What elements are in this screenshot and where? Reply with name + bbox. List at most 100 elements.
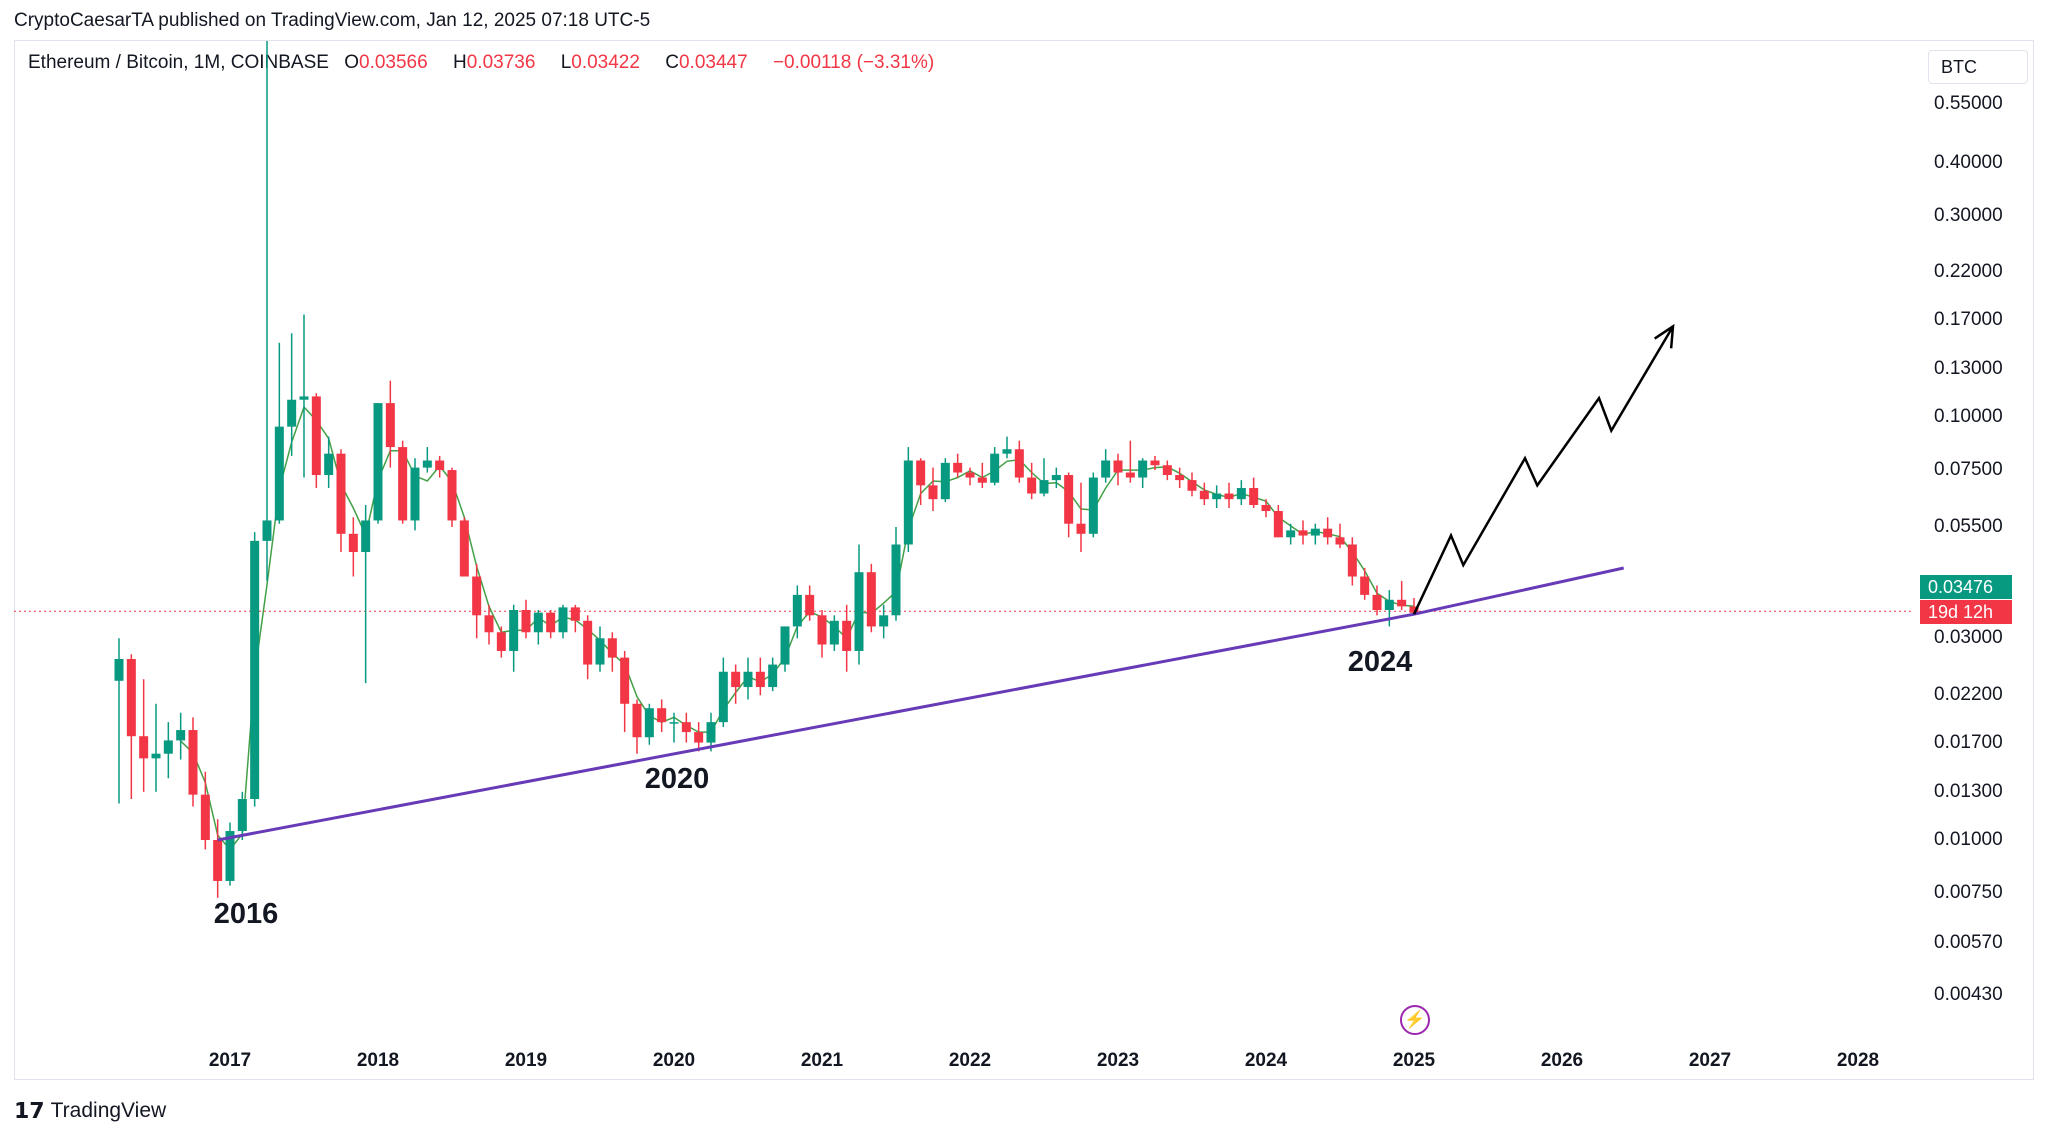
candle-body: [385, 403, 395, 448]
candle-body: [718, 671, 728, 723]
candle-body: [1051, 475, 1061, 481]
candle-body: [805, 594, 815, 616]
candle-body: [829, 620, 839, 645]
price-tick-label: 0.30000: [1934, 204, 2003, 226]
price-tick-label: 0.05500: [1934, 516, 2003, 537]
candle-body: [1138, 460, 1148, 478]
candle-body: [459, 520, 469, 577]
candle-body: [496, 632, 506, 651]
currency-button[interactable]: BTC: [1928, 50, 2028, 84]
tradingview-footer[interactable]: 𝟭𝟳 TradingView: [14, 1098, 166, 1124]
candle-body: [447, 470, 457, 521]
candle-body: [916, 460, 926, 486]
candle-body: [928, 485, 938, 500]
symbol-legend: Ethereum / Bitcoin, 1M, COINBASE O0.0356…: [28, 52, 944, 74]
price-tick-label: 0.17000: [1934, 308, 2003, 330]
candle-body: [348, 533, 358, 552]
time-tick-label: 2017: [208, 1050, 252, 1071]
candle-body: [866, 572, 876, 627]
candle-body: [1162, 465, 1172, 476]
price-tick-label: 0.55000: [1934, 93, 2003, 115]
price-tick-label: 0.13000: [1934, 358, 2003, 380]
time-tick-label: 2019: [504, 1050, 548, 1071]
candle-body: [1224, 493, 1234, 500]
lightning-event-icon[interactable]: ⚡: [1400, 1005, 1430, 1035]
candle-body: [1027, 477, 1037, 494]
candle-body: [139, 736, 149, 759]
time-tick-label: 2022: [948, 1050, 992, 1071]
symbol-title[interactable]: Ethereum / Bitcoin, 1M, COINBASE: [28, 52, 329, 73]
time-tick-label: 2024: [1244, 1050, 1288, 1071]
candle-body: [990, 453, 1000, 483]
candle-body: [1014, 449, 1024, 478]
candle-body: [126, 658, 136, 737]
candle-body: [1175, 475, 1185, 481]
candle-body: [373, 403, 383, 521]
candle-body: [1249, 488, 1259, 506]
candle-body: [694, 732, 704, 743]
candle-body: [398, 447, 408, 521]
candle-body: [903, 460, 913, 545]
projection-arrowhead: [1653, 323, 1675, 349]
candle-body: [706, 722, 716, 743]
candle-body: [299, 396, 309, 400]
candle-body: [1076, 523, 1086, 534]
low-value: 0.03422: [571, 52, 640, 73]
candle-body: [509, 609, 519, 651]
candle-body: [188, 730, 198, 795]
candle-body: [1273, 511, 1283, 538]
candle-body: [632, 703, 642, 738]
candle-body: [1397, 599, 1407, 607]
candle-body: [1199, 490, 1209, 500]
candle-body: [361, 520, 371, 552]
high-value: 0.03736: [466, 52, 536, 73]
candle-body: [558, 607, 568, 633]
candle-body: [953, 462, 963, 473]
brand-label: TradingView: [50, 1099, 167, 1122]
candle-body: [311, 396, 321, 476]
candle-body: [521, 609, 531, 633]
time-tick-label: 2021: [800, 1050, 844, 1071]
candle-body: [607, 638, 617, 658]
annotation-2016: 2016: [213, 898, 279, 930]
candle-body: [1113, 460, 1123, 473]
candle-body: [768, 664, 778, 688]
plot-area: [14, 41, 1914, 898]
time-tick-label: 2020: [652, 1050, 696, 1071]
candle-body: [435, 460, 445, 471]
chart-frame[interactable]: [14, 40, 2034, 1080]
candle-body: [583, 620, 593, 665]
price-tick-label: 0.02200: [1934, 684, 2003, 706]
time-tick-label: 2025: [1392, 1050, 1436, 1071]
candle-body: [1125, 472, 1135, 478]
candle-body: [324, 453, 334, 476]
candle-body: [879, 615, 889, 627]
candle-body: [1347, 544, 1357, 577]
publisher-line: CryptoCaesarTA published on TradingView.…: [14, 10, 651, 31]
candle-body: [225, 831, 235, 881]
candle-body: [1360, 576, 1370, 595]
price-tick-label: 0.40000: [1934, 151, 2003, 173]
projection-path: [1412, 325, 1675, 615]
time-tick-label: 2023: [1096, 1050, 1140, 1071]
candle-body: [163, 740, 173, 754]
last-price-label: 0.03476: [1920, 575, 2012, 600]
candle-body: [681, 722, 691, 733]
countdown-label: 19d 12h: [1920, 600, 2012, 625]
candle-body: [644, 708, 654, 738]
candle-body: [1323, 528, 1333, 538]
price-tick-label: 0.00750: [1934, 881, 2003, 903]
candle-body: [1298, 530, 1308, 536]
candle-body: [200, 794, 210, 840]
annotation-2020: 2020: [644, 763, 710, 795]
candle-body: [484, 615, 494, 633]
candle-body: [114, 658, 124, 681]
candle-body: [842, 620, 852, 651]
low-label: L: [560, 52, 572, 73]
candle-body: [287, 399, 297, 427]
candle-body: [1064, 475, 1074, 524]
candle-body: [1039, 480, 1049, 494]
candle-body: [1409, 606, 1419, 613]
candle-body: [965, 472, 975, 478]
